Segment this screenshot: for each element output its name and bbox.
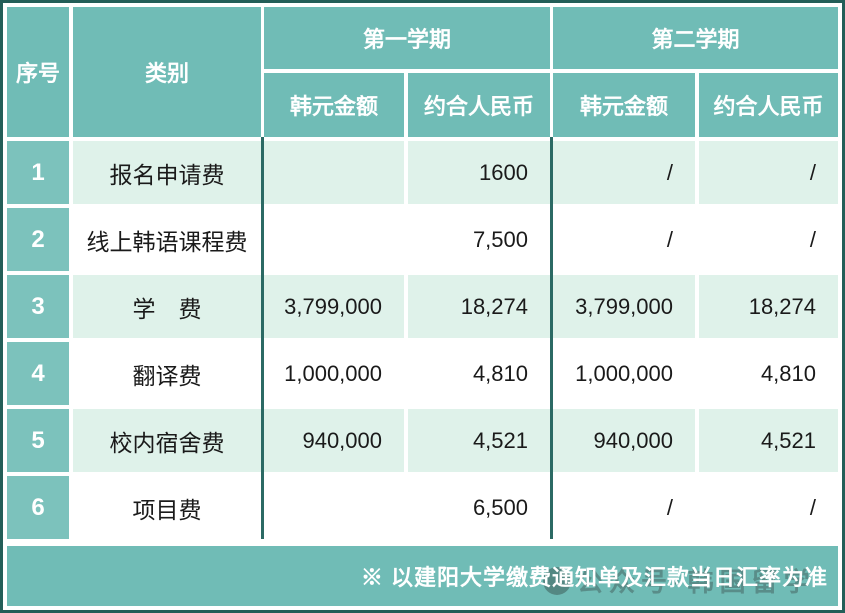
- row-index: 3: [7, 275, 69, 338]
- watermark: 公众号·韩国留学: [543, 562, 816, 599]
- row-index: 5: [7, 409, 69, 472]
- cell-s1-rmb: 7,500: [408, 208, 550, 271]
- cell-category: 翻译费: [73, 342, 261, 405]
- cell-s1-rmb: 18,274: [408, 275, 550, 338]
- cell-s1-krw: 940,000: [264, 409, 404, 472]
- header-subcell-rmb-s1: 约合人民币: [408, 73, 550, 137]
- cell-s1-krw: [264, 141, 404, 204]
- cell-s2-rmb: 18,274: [699, 275, 838, 338]
- cell-s1-krw: 3,799,000: [264, 275, 404, 338]
- table-row: 5 校内宿舍费 940,000 4,521 940,000 4,521: [7, 409, 838, 472]
- cell-s1-rmb: 4,521: [408, 409, 550, 472]
- cell-s2-rmb: /: [699, 141, 838, 204]
- table-row: 2 线上韩语课程费 7,500 / /: [7, 208, 838, 271]
- header-cell-no: 序号: [7, 7, 69, 137]
- table-row: 1 报名申请费 1600 / /: [7, 141, 838, 204]
- header-subcell-krw-s2: 韩元金额: [553, 73, 695, 137]
- row-index: 6: [7, 476, 69, 539]
- cell-category: 校内宿舍费: [73, 409, 261, 472]
- cell-category: 项目费: [73, 476, 261, 539]
- cell-s1-krw: 1,000,000: [264, 342, 404, 405]
- table-row: 4 翻译费 1,000,000 4,810 1,000,000 4,810: [7, 342, 838, 405]
- cell-s2-krw: 940,000: [553, 409, 695, 472]
- cell-s2-rmb: /: [699, 476, 838, 539]
- header-cell-category: 类别: [73, 7, 261, 137]
- cell-s2-krw: /: [553, 141, 695, 204]
- column-group-divider: [550, 137, 553, 539]
- watermark-logo-circle: [543, 566, 571, 595]
- cell-s1-rmb: 6,500: [408, 476, 550, 539]
- table-row: 6 项目费 6,500 / /: [7, 476, 838, 539]
- cell-s2-krw: 3,799,000: [553, 275, 695, 338]
- cell-s1-rmb: 1600: [408, 141, 550, 204]
- header-cell-semester1: 第一学期: [264, 7, 550, 69]
- header-subcell-krw-s1: 韩元金额: [264, 73, 404, 137]
- cell-s1-krw: [264, 476, 404, 539]
- column-group-divider: [261, 137, 264, 539]
- cell-s2-krw: 1,000,000: [553, 342, 695, 405]
- row-index: 1: [7, 141, 69, 204]
- table-row: 3 学 费 3,799,000 18,274 3,799,000 18,274: [7, 275, 838, 338]
- header-cell-semester2: 第二学期: [553, 7, 838, 69]
- footer-band: 公众号·韩国留学 ※ 以建阳大学缴费通知单及汇款当日汇率为准: [7, 546, 838, 606]
- table-header: 序号 类别 第一学期 第二学期 韩元金额 约合人民币 韩元金额 约合人民币: [7, 7, 838, 137]
- cell-s2-krw: /: [553, 476, 695, 539]
- cell-s2-rmb: 4,810: [699, 342, 838, 405]
- cell-s1-krw: [264, 208, 404, 271]
- cell-s2-rmb: 4,521: [699, 409, 838, 472]
- watermark-text: 公众号·韩国留学: [577, 567, 816, 597]
- cell-category: 线上韩语课程费: [73, 208, 261, 271]
- row-index: 2: [7, 208, 69, 271]
- row-index: 4: [7, 342, 69, 405]
- cell-s1-rmb: 4,810: [408, 342, 550, 405]
- cell-category: 报名申请费: [73, 141, 261, 204]
- cell-category: 学 费: [73, 275, 261, 338]
- header-subcell-rmb-s2: 约合人民币: [699, 73, 838, 137]
- footer-note: ※ 以建阳大学缴费通知单及汇款当日汇率为准: [360, 565, 828, 590]
- cell-s2-rmb: /: [699, 208, 838, 271]
- cell-s2-krw: /: [553, 208, 695, 271]
